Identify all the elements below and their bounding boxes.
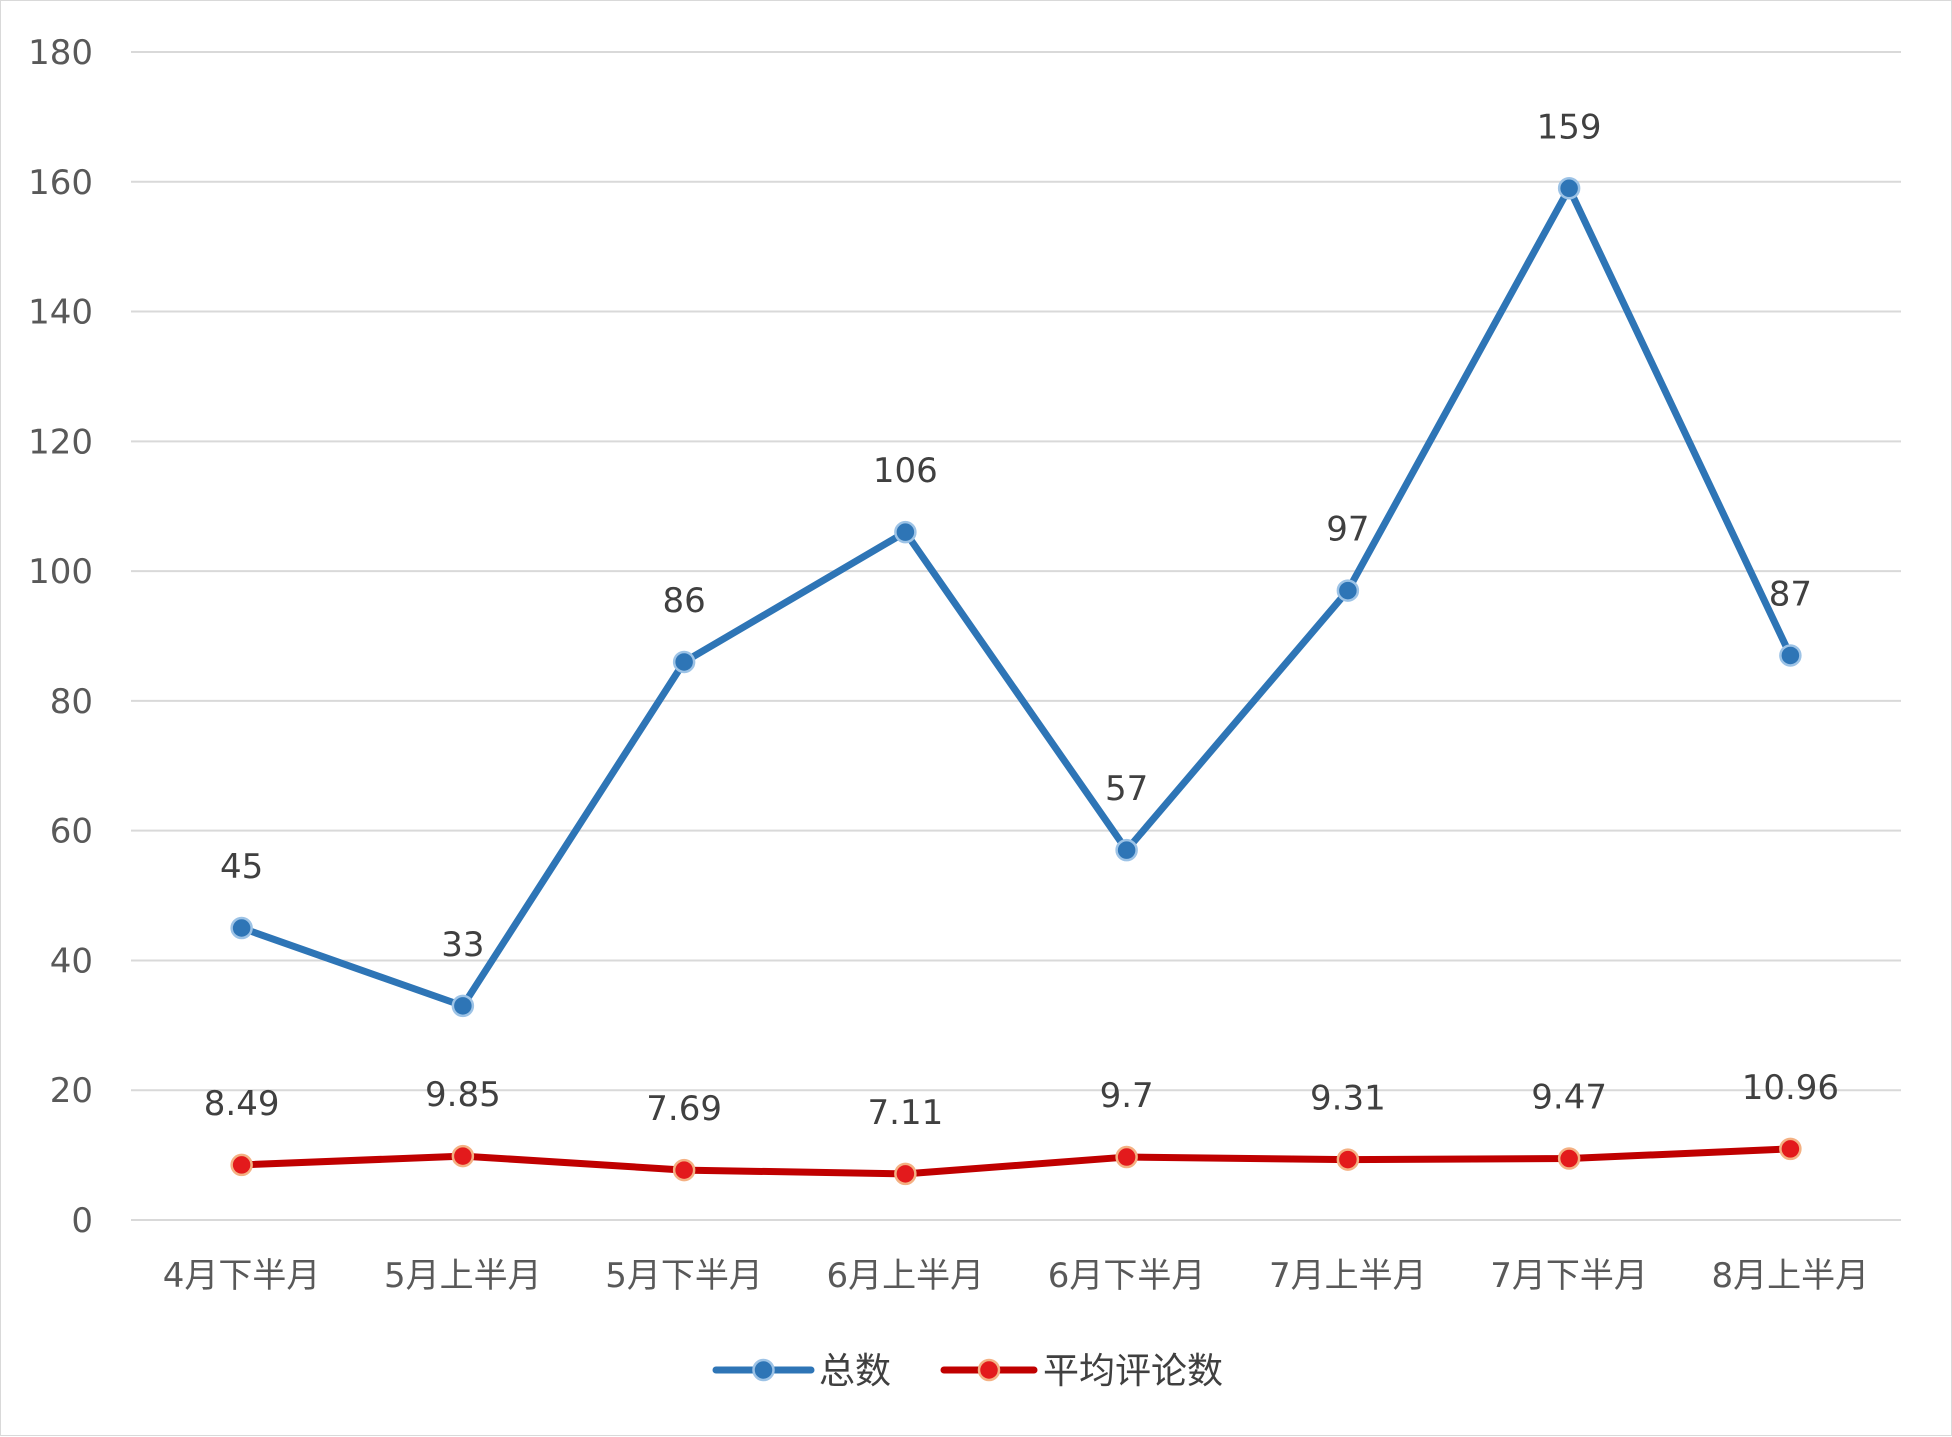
- data-label: 8.49: [204, 1084, 280, 1124]
- data-label: 159: [1537, 107, 1602, 147]
- gridlines: [131, 51, 1901, 1221]
- series-line-0: [238, 184, 1794, 1010]
- x-tick-label: 5月上半月: [384, 1256, 542, 1296]
- series-line-1: [238, 1145, 1794, 1178]
- y-tick-label: 160: [28, 163, 93, 203]
- data-point: [1336, 579, 1360, 602]
- data-label: 106: [873, 451, 938, 491]
- data-point: [451, 994, 475, 1018]
- data-point: [1557, 1147, 1581, 1170]
- legend-item: 总数: [712, 1351, 891, 1392]
- y-tick-label: 0: [71, 1201, 93, 1241]
- data-point: [894, 520, 917, 544]
- data-point: [230, 1153, 253, 1177]
- data-point: [1779, 1137, 1802, 1161]
- data-point: [1115, 1145, 1138, 1169]
- y-tick-label: 180: [28, 33, 93, 73]
- data-label: 57: [1105, 769, 1148, 809]
- y-tick-label: 60: [50, 812, 93, 852]
- y-tick-label: 120: [28, 422, 93, 462]
- data-label: 10.96: [1742, 1068, 1839, 1108]
- data-label: 9.47: [1531, 1078, 1607, 1118]
- data-point: [1115, 838, 1138, 862]
- y-tick-label: 140: [28, 293, 93, 333]
- data-point: [672, 1158, 696, 1182]
- data-label: 33: [441, 925, 484, 965]
- y-tick-label: 40: [50, 941, 93, 981]
- legend-marker: [977, 1358, 1001, 1382]
- x-tick-label: 6月下半月: [1048, 1256, 1206, 1296]
- data-point: [451, 1144, 475, 1168]
- data-point: [894, 1162, 917, 1186]
- y-tick-label: 80: [50, 682, 93, 722]
- data-labels: 45 33 86 106 57 97 159 87 8.49 9.85 7.69 7.11 9.7 9.3…: [204, 107, 1839, 1133]
- data-label: 9.7: [1100, 1076, 1154, 1116]
- x-tick-label: 4月下半月: [163, 1256, 321, 1296]
- data-label: 45: [220, 847, 263, 887]
- data-point: [230, 916, 253, 940]
- data-label: 7.69: [646, 1089, 722, 1129]
- data-point: [1779, 644, 1802, 667]
- x-tick-label: 7月上半月: [1269, 1256, 1427, 1296]
- y-tick-label: 20: [50, 1071, 93, 1111]
- y-axis-ticks: 0 20 40 60 80 100 120 140 160 180: [28, 33, 93, 1241]
- y-tick-label: 100: [28, 552, 93, 592]
- data-label: 86: [662, 581, 705, 621]
- legend-label: 平均评论数: [1043, 1351, 1223, 1392]
- data-label: 7.11: [868, 1093, 944, 1133]
- series-lines: [238, 184, 1794, 1178]
- legend: 总数 平均评论数: [712, 1351, 1223, 1392]
- x-axis-ticks: 4月下半月 5月上半月 5月下半月 6月上半月 6月下半月 7月上半月 7月下半月 8月上半月: [163, 1256, 1869, 1296]
- data-label: 9.85: [425, 1075, 501, 1115]
- legend-item: 平均评论数: [940, 1351, 1223, 1392]
- data-point: [1336, 1148, 1360, 1171]
- x-tick-label: 8月上半月: [1712, 1256, 1870, 1296]
- data-label: 9.31: [1310, 1079, 1386, 1119]
- data-label: 87: [1769, 574, 1812, 614]
- data-label: 97: [1326, 510, 1369, 550]
- x-tick-label: 6月上半月: [827, 1256, 985, 1296]
- x-tick-label: 7月下半月: [1490, 1256, 1648, 1296]
- x-tick-label: 5月下半月: [605, 1256, 763, 1296]
- data-point: [672, 650, 696, 674]
- legend-label: 总数: [819, 1351, 891, 1392]
- legend-marker: [752, 1358, 775, 1382]
- series-markers: [230, 177, 1802, 1186]
- data-point: [1557, 177, 1581, 200]
